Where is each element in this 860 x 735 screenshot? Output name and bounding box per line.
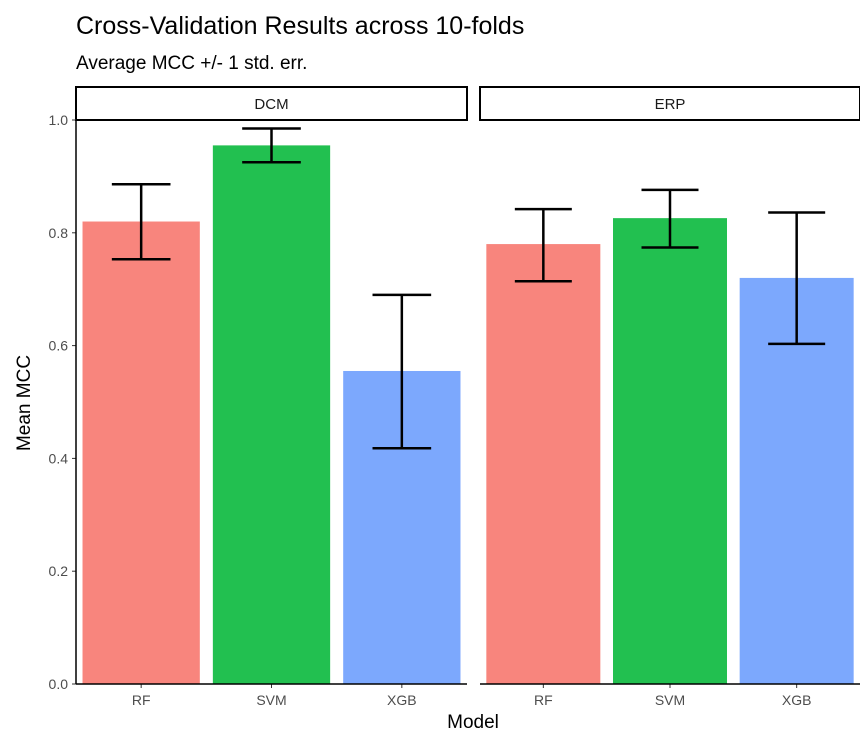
facet-erp: ERP RF SVM XGB [479, 86, 860, 708]
facet-strip-label: DCM [254, 96, 288, 113]
y-axis: 0.0 0.2 0.4 0.6 0.8 1.0 [49, 112, 77, 692]
chart-title: Cross-Validation Results across 10-folds [76, 12, 524, 40]
facet-dcm: DCM RF SVM XGB [75, 86, 468, 708]
x-axis-title: Model [447, 712, 499, 733]
bar-erp-svm [613, 218, 727, 685]
error-bar-dcm-svm [242, 127, 301, 164]
facet-strip [75, 86, 468, 121]
x-tick-label: RF [534, 692, 553, 708]
facet-strip [479, 86, 860, 121]
x-tick-label: RF [132, 692, 151, 708]
chart-subtitle: Average MCC +/- 1 std. err. [76, 53, 307, 74]
bar-erp-rf [486, 244, 601, 684]
bar-dcm-svm [212, 145, 331, 684]
x-tick-label: XGB [782, 692, 812, 708]
error-bar-erp-svm [641, 188, 699, 249]
y-tick-label: 0.8 [49, 225, 69, 241]
error-bar-erp-rf [514, 207, 572, 283]
facet-strip-label: ERP [655, 96, 686, 113]
bar-erp-xgb [739, 277, 854, 684]
y-tick-label: 1.0 [49, 112, 69, 128]
error-bar-erp-xgb [768, 211, 826, 346]
x-tick-label: SVM [256, 692, 286, 708]
x-tick-label: SVM [655, 692, 685, 708]
x-tick-label: XGB [387, 692, 417, 708]
y-axis-title: Mean MCC [14, 355, 35, 451]
y-tick-label: 0.0 [49, 676, 69, 692]
y-tick-label: 0.2 [49, 563, 69, 579]
error-bar-dcm-xgb [372, 293, 432, 450]
y-tick-label: 0.4 [49, 450, 69, 466]
facet-panels: DCM RF SVM XGB ERP RF SVM XGB [75, 86, 860, 708]
error-bar-dcm-rf [111, 183, 171, 261]
bar-dcm-rf [82, 221, 200, 684]
y-tick-label: 0.6 [49, 338, 69, 354]
